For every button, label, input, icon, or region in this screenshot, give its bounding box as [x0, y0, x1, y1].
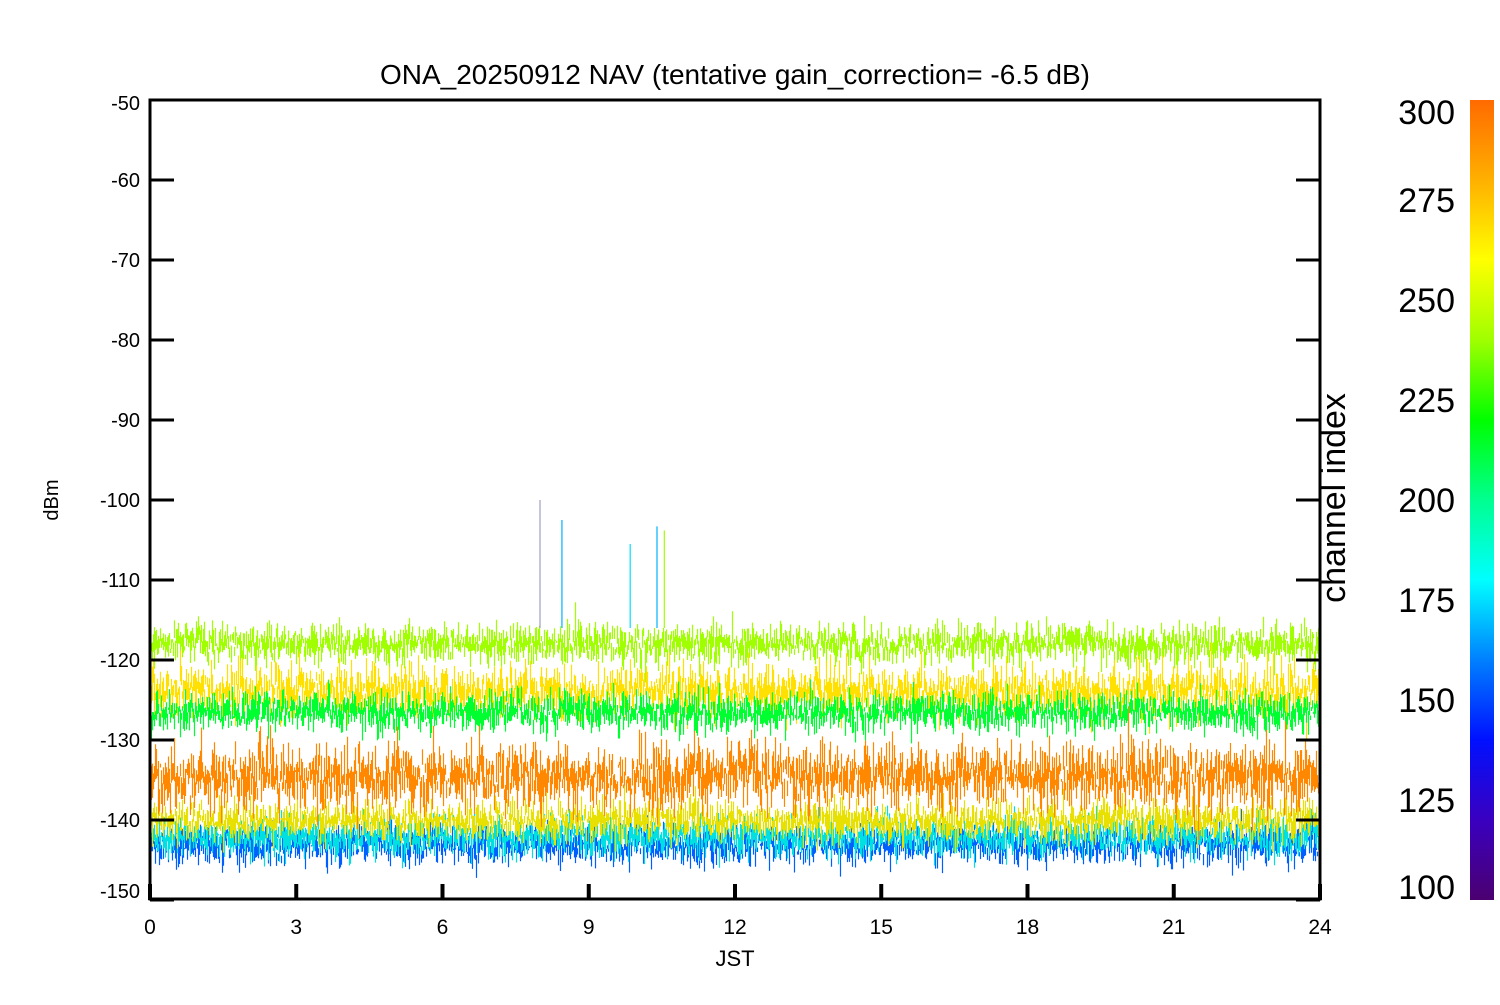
x-tick-label: 21 [1162, 916, 1185, 939]
colorbar-tick-label: 125 [1398, 782, 1455, 820]
x-tick-label: 18 [1016, 916, 1039, 939]
series-5-line [151, 785, 1319, 853]
colorbar-tick-label: 175 [1398, 582, 1455, 620]
colorbar-tick-label: 100 [1398, 869, 1455, 907]
colorbar-ticks: 100 125 150 175 200 225 250 275 300 [1398, 94, 1455, 907]
series-3-line [151, 642, 1319, 740]
colorbar-tick-label: 150 [1398, 682, 1455, 720]
y-axis: -50 -60 -70 -80 -90 -100 -110 -120 -130 -140 -150 [100, 93, 1320, 903]
y-tick-label: -140 [100, 810, 140, 832]
colorbar-label: channel index [1315, 393, 1353, 603]
x-axis-label: JST [715, 946, 754, 971]
colorbar [1470, 100, 1494, 900]
x-tick-label: 24 [1308, 916, 1332, 939]
series-4-line [151, 679, 1319, 744]
y-tick-label: -50 [111, 93, 140, 115]
y-tick-label: -90 [111, 410, 140, 432]
x-tick-label: 15 [870, 916, 893, 939]
y-tick-label: -150 [100, 881, 140, 903]
y-tick-label: -80 [111, 330, 140, 352]
colorbar-tick-label: 275 [1398, 182, 1455, 220]
spike-layer [539, 500, 665, 628]
y-tick-label: -70 [111, 250, 140, 272]
series-2-line [151, 602, 1319, 683]
colorbar-tick-label: 300 [1398, 94, 1455, 132]
y-tick-label: -60 [111, 170, 140, 192]
colorbar-tick-label: 225 [1398, 382, 1455, 420]
x-tick-label: 6 [437, 916, 449, 939]
x-tick-label: 12 [723, 916, 746, 939]
chart-title: ONA_20250912 NAV (tentative gain_correct… [380, 59, 1090, 90]
x-tick-label: 3 [290, 916, 302, 939]
y-tick-label: -110 [101, 570, 140, 592]
colorbar-tick-label: 250 [1398, 282, 1455, 320]
y-axis-label: dBm [41, 479, 63, 520]
series-6-line [151, 706, 1319, 840]
y-tick-label: -120 [100, 650, 140, 672]
colorbar-tick-label: 200 [1398, 482, 1455, 520]
x-axis: 0 3 6 9 12 15 18 21 24 [144, 884, 1332, 939]
x-tick-label: 9 [583, 916, 595, 939]
x-tick-label: 0 [144, 916, 156, 939]
y-tick-label: -100 [100, 490, 140, 512]
series-layer [151, 602, 1319, 878]
y-tick-label: -130 [100, 730, 140, 752]
